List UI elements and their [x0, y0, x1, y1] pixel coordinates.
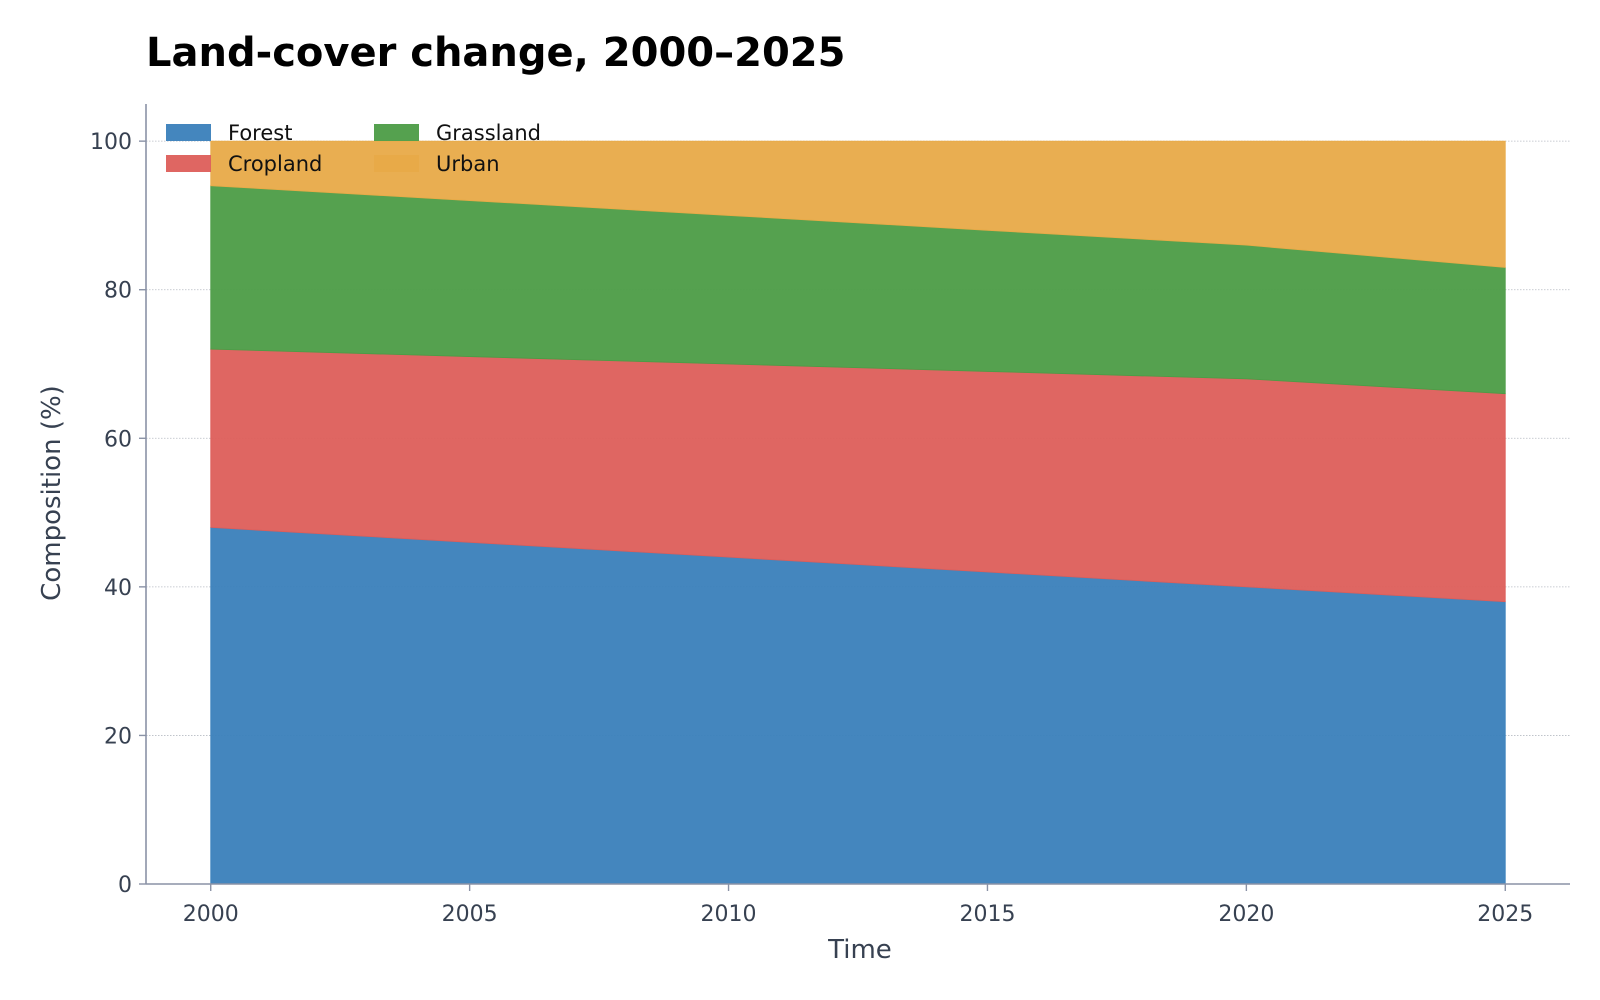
legend: Forest Cropland Grassland Urban: [166, 121, 541, 176]
y-tick-label-40: 40: [104, 576, 132, 601]
x-tick-label-2020: 2020: [1218, 902, 1274, 927]
area-layer: [210, 140, 1506, 885]
legend-label-grassland: Grassland: [436, 121, 541, 145]
x-tick-label-2005: 2005: [442, 902, 498, 927]
legend-swatch-grassland: [374, 124, 419, 141]
x-tick-label-2000: 2000: [183, 902, 239, 927]
y-tick-label-20: 20: [104, 724, 132, 749]
x-axis-label: Time: [827, 935, 892, 965]
y-axis-label: Composition (%): [37, 385, 67, 601]
legend-label-urban: Urban: [436, 152, 500, 176]
y-tick-label-0: 0: [118, 873, 132, 898]
x-tick-label-2025: 2025: [1477, 902, 1533, 927]
axes: [145, 104, 1570, 885]
y-tick-label-100: 100: [90, 130, 132, 155]
y-tick-label-80: 80: [104, 279, 132, 304]
x-tick-label-2010: 2010: [701, 902, 757, 927]
legend-label-forest: Forest: [228, 121, 292, 145]
tick-labels: 2000 2005 2010 2015 2020 2025 0 20 40 60 80 100: [90, 130, 1533, 927]
area-urban: [210, 140, 1506, 268]
legend-label-cropland: Cropland: [228, 152, 322, 176]
legend-swatch-forest: [166, 124, 211, 141]
legend-swatch-cropland: [166, 155, 211, 172]
x-tick-label-2015: 2015: [959, 902, 1015, 927]
legend-swatch-urban: [374, 155, 419, 172]
chart-title: Land-cover change, 2000–2025: [146, 30, 846, 76]
y-tick-label-60: 60: [104, 427, 132, 452]
